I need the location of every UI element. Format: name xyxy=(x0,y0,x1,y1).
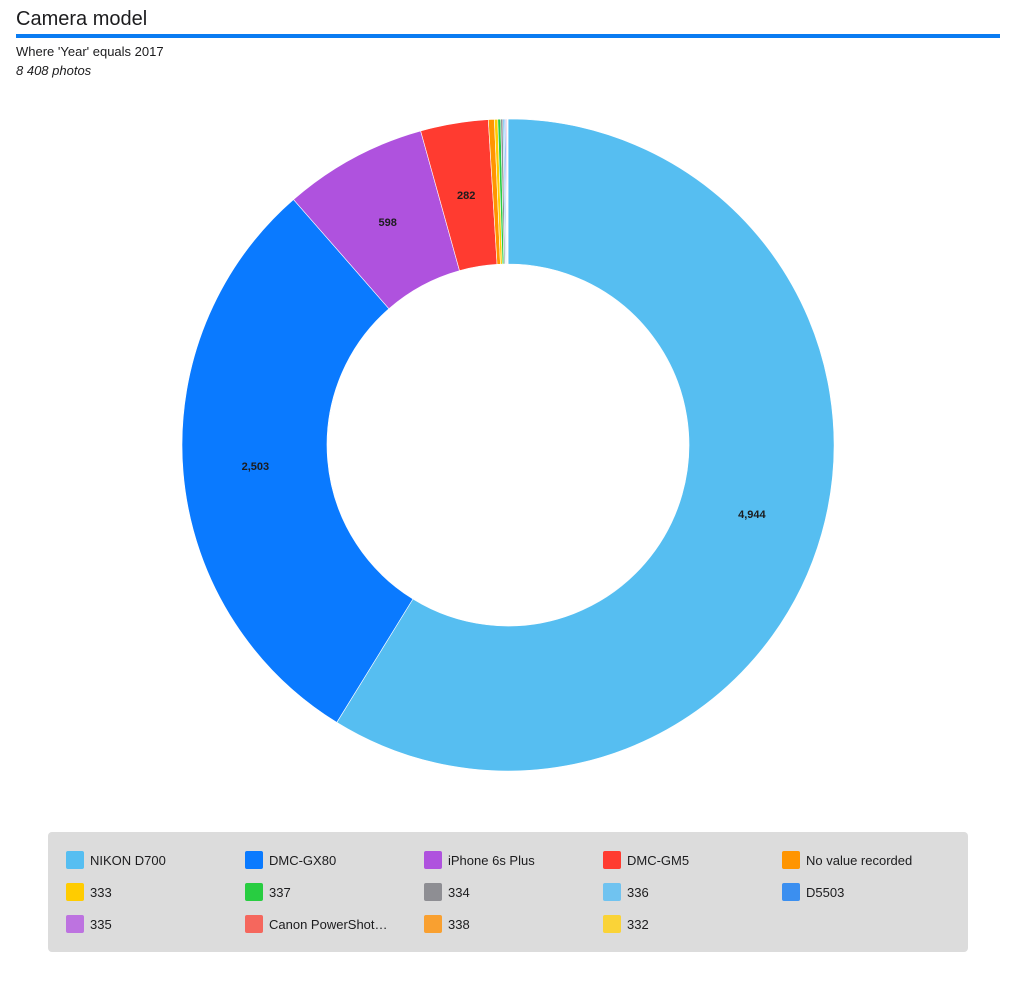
legend-swatch xyxy=(424,883,442,901)
legend-label: 337 xyxy=(269,884,291,900)
legend-swatch xyxy=(245,883,263,901)
legend-item[interactable]: iPhone 6s Plus xyxy=(424,849,603,871)
legend-swatch xyxy=(424,915,442,933)
legend-label: Canon PowerShot… xyxy=(269,916,388,932)
legend-swatch xyxy=(66,883,84,901)
legend-grid: NIKON D700 DMC-GX80 iPhone 6s Plus DMC-GM5 N… xyxy=(66,849,968,945)
legend-label: 334 xyxy=(448,884,470,900)
donut-slice[interactable] xyxy=(336,118,835,772)
legend-label: 332 xyxy=(627,916,649,932)
chart-legend: NIKON D700 DMC-GX80 iPhone 6s Plus DMC-GM5 N… xyxy=(48,832,968,952)
legend-item[interactable]: D5503 xyxy=(782,881,961,903)
legend-swatch xyxy=(245,851,263,869)
donut-slice[interactable] xyxy=(181,199,414,723)
legend-label: 333 xyxy=(90,884,112,900)
photo-count: 8 408 photos xyxy=(16,63,92,78)
legend-label: iPhone 6s Plus xyxy=(448,852,535,868)
legend-item[interactable]: 332 xyxy=(603,913,782,935)
legend-label: 338 xyxy=(448,916,470,932)
legend-label: D5503 xyxy=(806,884,845,900)
legend-swatch xyxy=(66,915,84,933)
legend-label: No value recorded xyxy=(806,852,913,868)
legend-item[interactable]: DMC-GM5 xyxy=(603,849,782,871)
legend-label: NIKON D700 xyxy=(90,852,166,868)
filter-description: Where 'Year' equals 2017 xyxy=(16,44,164,59)
legend-swatch xyxy=(782,883,800,901)
legend-swatch xyxy=(603,915,621,933)
chart-header: Camera model Where 'Year' equals 2017 8 … xyxy=(16,6,1000,79)
legend-swatch xyxy=(66,851,84,869)
legend-item[interactable]: DMC-GX80 xyxy=(245,849,424,871)
slice-value-label: 4,944 xyxy=(738,509,766,521)
legend-item[interactable]: 336 xyxy=(603,881,782,903)
slice-value-label: 282 xyxy=(457,190,475,202)
legend-label: DMC-GX80 xyxy=(269,852,337,868)
chart-title: Camera model xyxy=(16,6,1000,38)
legend-item[interactable]: NIKON D700 xyxy=(66,849,245,871)
slice-value-label: 598 xyxy=(378,217,396,229)
legend-item[interactable]: Canon PowerShot… xyxy=(245,913,424,935)
legend-swatch xyxy=(603,883,621,901)
legend-swatch xyxy=(603,851,621,869)
legend-swatch xyxy=(782,851,800,869)
legend-swatch xyxy=(245,915,263,933)
legend-item[interactable]: 335 xyxy=(66,913,245,935)
legend-item[interactable]: 334 xyxy=(424,881,603,903)
legend-item[interactable]: 333 xyxy=(66,881,245,903)
donut-chart: 4,944 2,503 598 282 xyxy=(181,118,835,772)
legend-label: 336 xyxy=(627,884,649,900)
slice-value-label: 2,503 xyxy=(242,461,270,473)
legend-label: 335 xyxy=(90,916,112,932)
legend-item[interactable]: 337 xyxy=(245,881,424,903)
legend-item[interactable]: 338 xyxy=(424,913,603,935)
legend-swatch xyxy=(424,851,442,869)
legend-label: DMC-GM5 xyxy=(627,852,690,868)
legend-item[interactable]: No value recorded xyxy=(782,849,961,871)
